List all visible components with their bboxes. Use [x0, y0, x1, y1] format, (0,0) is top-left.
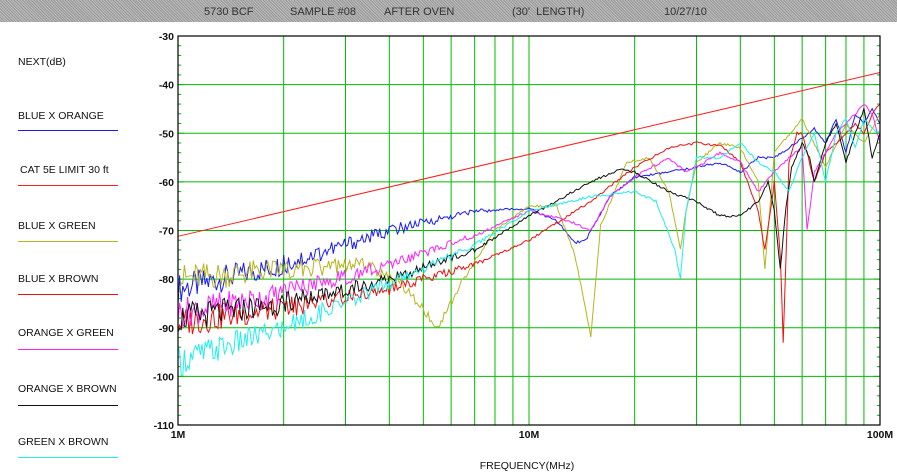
series-line-green-x-brown [177, 117, 881, 376]
y-tick-label: -30 [159, 31, 174, 43]
legend-label-orange-x-green: ORANGE X GREEN [18, 327, 114, 339]
y-tick-label: -50 [159, 128, 174, 140]
y-tick-label: -100 [153, 371, 174, 383]
legend-label-green-x-brown: GREEN X BROWN [18, 436, 109, 448]
title-sample: SAMPLE #08 [290, 6, 357, 18]
legend-label-blue-x-brown: BLUE X BROWN [18, 273, 99, 285]
y-tick-label: -40 [159, 80, 174, 92]
title-condition: AFTER OVEN [384, 6, 455, 18]
legend-label-orange-x-brown: ORANGE X BROWN [18, 383, 117, 395]
y-tick-label: -60 [159, 177, 174, 189]
y-tick-label: -80 [159, 274, 174, 286]
y-tick-label: -90 [159, 323, 174, 335]
series-line-blue-x-orange [177, 107, 881, 305]
x-tick-label: 10M [519, 429, 540, 441]
chart-series [177, 72, 881, 376]
legend-label-blue-x-orange: BLUE X ORANGE [18, 110, 104, 122]
legend-swatch-blue-x-orange [18, 130, 118, 132]
title-bar: 5730 BCF SAMPLE #08 AFTER OVEN (30' LENG… [0, 0, 897, 22]
y-tick-label: -70 [159, 226, 174, 238]
chart-grid [178, 35, 880, 426]
legend-swatch-orange-x-green [18, 349, 118, 351]
legend-swatch-blue-x-brown [18, 294, 118, 296]
legend-label-blue-x-green: BLUE X GREEN [18, 220, 96, 232]
title-length: (30' LENGTH) [512, 6, 585, 18]
y-tick-label: -110 [154, 420, 175, 432]
y-axis-label: NEXT(dB) [18, 56, 66, 68]
plot-frame [177, 35, 881, 426]
x-tick-label: 100M [867, 429, 894, 441]
legend-swatch-orange-x-brown [18, 405, 118, 407]
series-line-orange-x-brown [177, 108, 881, 333]
series-line-cat-5e-limit-30-ft [177, 72, 881, 237]
chart-frame [177, 35, 881, 426]
legend-panel: NEXT(dB) BLUE X ORANGE CAT 5E LIMIT 30 f… [0, 22, 170, 473]
x-axis-label: FREQUENCY(MHz) [480, 460, 575, 472]
x-tick-label: 1M [171, 429, 186, 441]
legend-swatch-cat5e-limit [18, 185, 118, 187]
legend-label-cat5e-limit: CAT 5E LIMIT 30 ft [20, 164, 109, 176]
title-product: 5730 BCF [204, 6, 254, 18]
title-date: 10/27/10 [664, 6, 707, 18]
series-line-blue-x-green [177, 113, 881, 338]
legend-swatch-green-x-brown [18, 457, 118, 459]
legend-swatch-blue-x-green [18, 241, 118, 243]
